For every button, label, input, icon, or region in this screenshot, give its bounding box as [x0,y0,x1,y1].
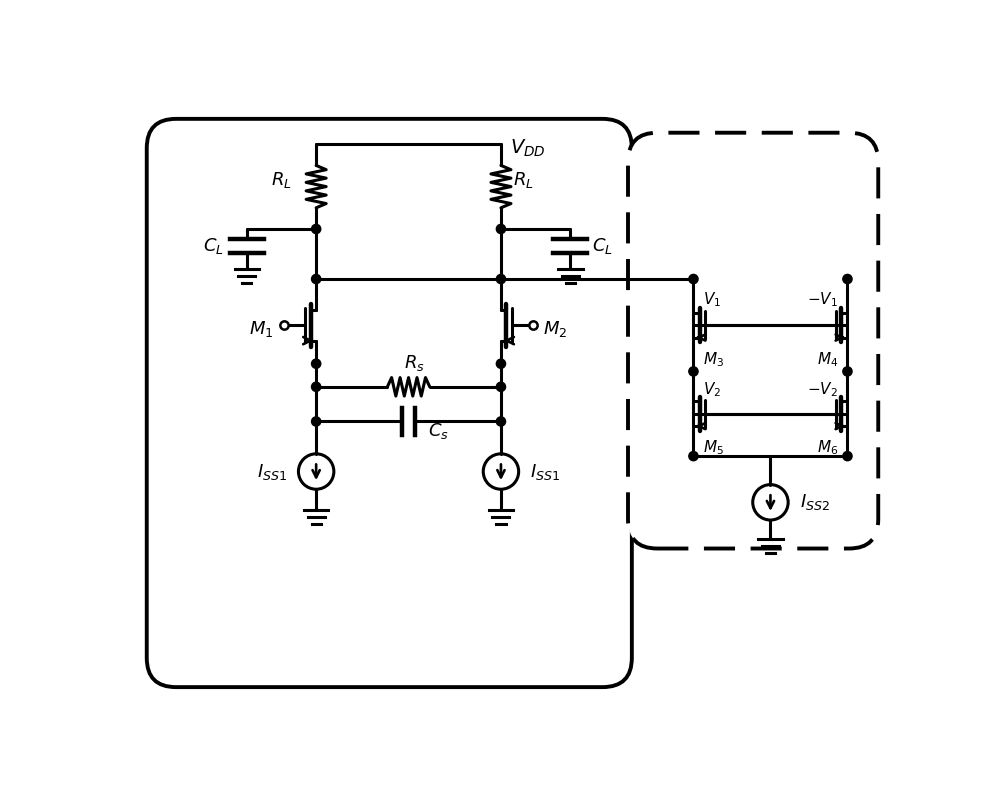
Circle shape [689,275,698,283]
Text: $-V_1$: $-V_1$ [807,290,838,310]
Text: $I_{SS1}$: $I_{SS1}$ [257,461,287,481]
Circle shape [312,417,321,426]
Circle shape [312,224,321,234]
Circle shape [312,382,321,392]
Text: $V_{DD}$: $V_{DD}$ [510,137,546,159]
Circle shape [843,452,852,460]
Circle shape [496,359,506,369]
Text: $M_1$: $M_1$ [249,319,274,339]
Circle shape [496,275,506,283]
Text: $M_4$: $M_4$ [817,350,838,369]
FancyBboxPatch shape [628,132,878,548]
FancyBboxPatch shape [147,119,632,687]
Text: $R_L$: $R_L$ [513,171,534,191]
Text: $C_s$: $C_s$ [428,421,449,440]
Text: $C_L$: $C_L$ [592,236,613,256]
Text: $V_1$: $V_1$ [703,290,721,310]
Text: $I_{SS1}$: $I_{SS1}$ [530,461,560,481]
Text: $M_6$: $M_6$ [817,438,838,457]
Circle shape [689,367,698,376]
Circle shape [496,382,506,392]
Text: $V_2$: $V_2$ [703,381,721,399]
Circle shape [496,417,506,426]
Circle shape [312,275,321,283]
Circle shape [312,359,321,369]
Text: $-V_2$: $-V_2$ [807,381,838,399]
Circle shape [843,275,852,283]
Circle shape [843,367,852,376]
Text: $M_3$: $M_3$ [703,350,724,369]
Circle shape [689,452,698,460]
Text: $I_{SS2}$: $I_{SS2}$ [800,492,830,512]
Text: $M_5$: $M_5$ [703,438,724,457]
Text: $M_2$: $M_2$ [543,319,568,339]
Text: $C_L$: $C_L$ [203,236,224,256]
Text: $R_L$: $R_L$ [271,171,292,191]
Text: $R_s$: $R_s$ [404,353,425,373]
Circle shape [496,224,506,234]
